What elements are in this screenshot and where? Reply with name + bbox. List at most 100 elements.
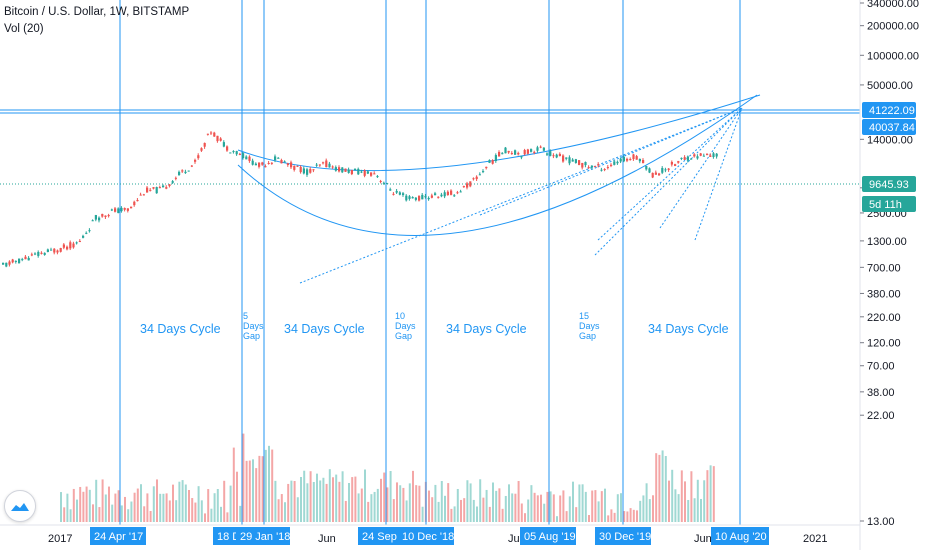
volume-bar	[364, 469, 366, 522]
lower-arc[interactable]	[237, 94, 758, 236]
candle	[264, 164, 267, 168]
candle-body	[232, 151, 235, 153]
candle-body	[670, 161, 673, 165]
candle-body	[568, 157, 571, 164]
volume-bar	[72, 488, 75, 522]
volume-bar	[85, 486, 88, 522]
fan-line[interactable]	[479, 107, 743, 216]
candle	[690, 158, 693, 160]
candle	[165, 185, 168, 190]
candle-body	[402, 193, 405, 196]
candle	[88, 228, 91, 233]
fan-line[interactable]	[694, 107, 743, 241]
candle-body	[123, 207, 126, 210]
fan-line[interactable]	[659, 107, 743, 229]
candle-body	[648, 168, 651, 173]
fan-line[interactable]	[299, 107, 743, 284]
candle	[341, 167, 344, 174]
fan-line[interactable]	[594, 107, 743, 256]
candle-body	[552, 155, 555, 157]
volume-bar	[693, 498, 696, 522]
candle-body	[296, 165, 299, 167]
candle	[472, 177, 475, 181]
volume-bar	[495, 490, 498, 522]
volume-bar	[520, 503, 523, 522]
candle	[603, 168, 606, 172]
candle-body	[62, 244, 65, 248]
volume-bar	[322, 477, 325, 522]
candles-layer	[2, 131, 718, 268]
candle	[661, 166, 664, 175]
candle-body	[248, 156, 251, 161]
volume-bar	[584, 491, 587, 522]
candle	[242, 152, 245, 160]
candle	[120, 206, 123, 213]
volume-bar	[117, 490, 120, 522]
volume-bar	[543, 503, 546, 522]
volume-bar	[581, 484, 584, 522]
candle	[190, 165, 193, 168]
volume-bar	[514, 493, 517, 522]
candle	[533, 150, 536, 155]
volume-bar	[156, 479, 158, 522]
volume-bar	[63, 507, 66, 522]
candle-body	[446, 191, 449, 196]
candle-body	[450, 190, 453, 195]
candle	[50, 247, 53, 251]
volume-bar	[274, 480, 277, 522]
candle	[117, 207, 120, 214]
candle	[568, 155, 571, 166]
candle-body	[203, 142, 206, 147]
candle-body	[24, 256, 27, 260]
volume-bar	[389, 471, 392, 522]
candle	[594, 165, 597, 168]
date-flag-bg	[711, 527, 769, 545]
candle-body	[210, 132, 213, 134]
candle-body	[149, 189, 152, 191]
volume-bar	[479, 479, 482, 522]
candle-body	[267, 162, 270, 164]
volume-bar	[636, 510, 638, 522]
volume-bar	[604, 488, 606, 522]
volume-bar	[213, 493, 216, 522]
candle-body	[78, 241, 81, 243]
candle-body	[91, 220, 94, 222]
candle-body	[82, 235, 85, 238]
candle-body	[322, 162, 325, 164]
volume-bar	[236, 471, 238, 522]
cycle-lines-layer	[119, 0, 741, 525]
candle	[158, 185, 161, 189]
candle	[437, 196, 440, 199]
cycle-label: 34 Days Cycle	[648, 322, 729, 336]
volume-bar	[412, 470, 414, 522]
candle	[200, 147, 203, 153]
candle-body	[315, 164, 318, 166]
fan-line[interactable]	[597, 107, 743, 241]
candle	[11, 258, 14, 264]
volume-bar	[120, 505, 123, 522]
candle	[146, 185, 149, 193]
candle	[565, 157, 568, 161]
volume-bar	[440, 481, 443, 522]
candle	[238, 152, 241, 156]
candle	[482, 169, 485, 174]
candle-body	[654, 172, 657, 175]
candle-body	[165, 187, 168, 189]
upper-arc[interactable]	[237, 94, 761, 172]
candle	[648, 167, 651, 174]
candle-body	[715, 153, 718, 157]
candle-body	[574, 159, 577, 163]
candle-body	[226, 146, 229, 151]
candle-body	[376, 176, 379, 178]
volume-bar	[421, 506, 424, 522]
candle-body	[162, 185, 165, 188]
price-badge-label: 5d 11h	[869, 199, 902, 211]
gap-label: Gap	[579, 331, 596, 341]
price-badge-label: 41222.09	[869, 105, 915, 117]
date-flag-label: 18 D	[217, 531, 240, 543]
volume-bar	[703, 480, 706, 522]
tradingview-logo[interactable]	[4, 490, 36, 522]
volume-bar	[261, 456, 264, 522]
